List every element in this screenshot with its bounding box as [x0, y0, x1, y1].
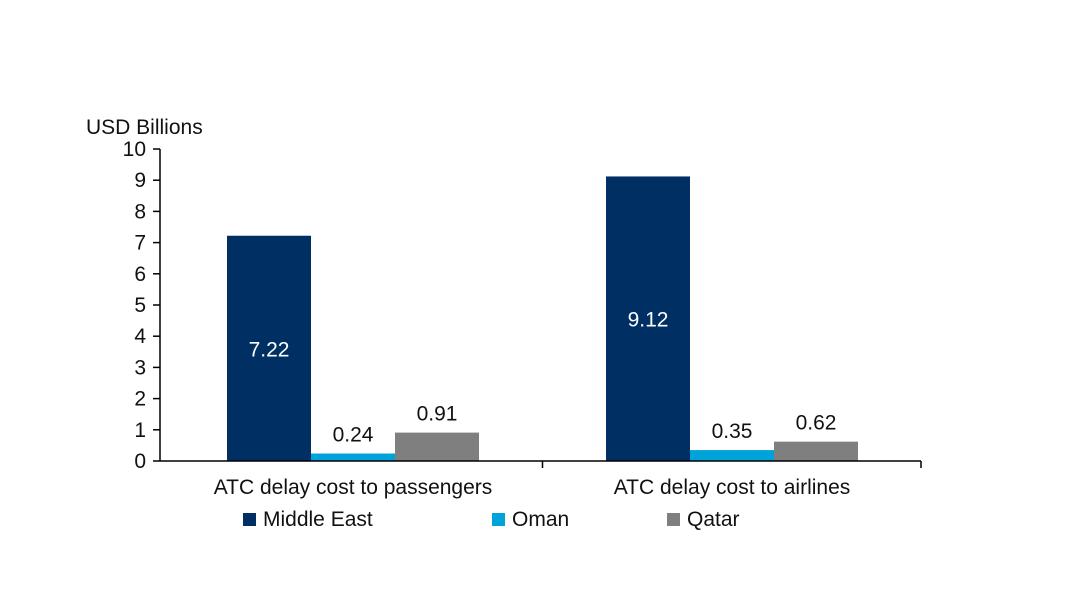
legend-swatch-qatar	[667, 513, 680, 526]
y-tick-label-3: 3	[134, 356, 146, 379]
data-label-qatar-1: 0.91	[417, 403, 458, 426]
axes-layer	[153, 148, 922, 468]
y-tick-label-10: 10	[123, 138, 146, 161]
bar-oman-2	[690, 450, 774, 461]
y-tick-label-6: 6	[134, 263, 146, 286]
y-tick-label-5: 5	[134, 294, 146, 317]
bar-middle-east-2	[606, 176, 690, 461]
x-tick-label-1: ATC delay cost to passengers	[214, 476, 493, 499]
legend-label-middle-east: Middle East	[263, 508, 373, 531]
y-tick-label-7: 7	[134, 232, 146, 255]
y-axis-title: USD Billions	[86, 116, 203, 139]
y-tick-label-1: 1	[134, 419, 146, 442]
data-label-qatar-2: 0.62	[796, 412, 837, 435]
y-tick-label-8: 8	[134, 200, 146, 223]
y-tick-label-9: 9	[134, 169, 146, 192]
data-label-middle-east-2: 9.12	[628, 309, 669, 332]
bar-oman-1	[311, 453, 395, 461]
bar-middle-east-1	[227, 235, 311, 461]
data-label-oman-2: 0.35	[712, 420, 753, 443]
labels-layer: 7.22 0.24 0.91 9.12 0.35 0.62 0 1 2 3 4 5 6 7 8 9 10 ATC …	[123, 138, 851, 499]
legend: Middle East Oman Qatar	[243, 508, 740, 531]
bars-layer	[227, 176, 858, 461]
y-tick-label-2: 2	[134, 388, 146, 411]
bar-qatar-1	[395, 432, 479, 461]
legend-swatch-oman	[492, 513, 505, 526]
data-label-middle-east-1: 7.22	[249, 338, 290, 361]
y-tick-label-4: 4	[134, 325, 146, 348]
legend-label-qatar: Qatar	[687, 508, 740, 531]
legend-label-oman: Oman	[512, 508, 569, 531]
legend-swatch-middle-east	[243, 513, 256, 526]
x-tick-label-2: ATC delay cost to airlines	[614, 476, 851, 499]
y-tick-label-0: 0	[134, 450, 146, 473]
data-label-oman-1: 0.24	[333, 424, 374, 447]
bar-qatar-2	[774, 441, 858, 461]
